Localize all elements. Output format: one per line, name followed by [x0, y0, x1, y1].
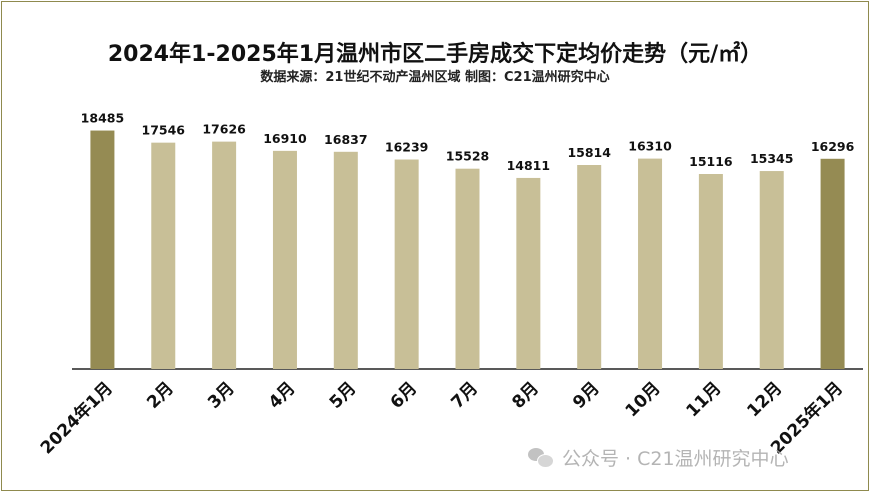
category-label-11: 12月	[743, 378, 786, 421]
bar-4	[333, 151, 358, 369]
chart-title: 2024年1-2025年1月温州市区二手房成交下定均价走势（元/㎡）	[107, 42, 763, 67]
value-label-10: 15116	[689, 154, 733, 169]
value-label-4: 16837	[324, 132, 368, 147]
bar-2	[212, 141, 237, 369]
watermark-text: 公众号 · C21温州研究中心	[562, 448, 789, 470]
bar-1	[151, 142, 176, 369]
category-label-6: 7月	[447, 378, 482, 413]
bar-6	[455, 168, 480, 369]
value-labels-group: 18485 17546 17626 16910 16837 16239 15528 14811…	[81, 111, 855, 173]
bars-group	[90, 130, 845, 369]
value-label-8: 15814	[567, 145, 611, 160]
category-label-4: 5月	[326, 378, 361, 413]
bar-11	[759, 171, 784, 369]
bar-3	[272, 150, 297, 369]
category-label-1: 2月	[143, 378, 178, 413]
value-label-3: 16910	[263, 131, 307, 146]
wechat-icon	[528, 447, 554, 468]
bar-9	[638, 158, 663, 369]
category-label-7: 8月	[508, 378, 543, 413]
bar-5	[394, 159, 419, 369]
category-label-8: 9月	[569, 378, 604, 413]
value-label-11: 15345	[750, 151, 794, 166]
value-label-6: 15528	[446, 149, 490, 164]
bar-7	[516, 177, 541, 369]
value-label-9: 16310	[628, 139, 672, 154]
category-label-0: 2024年1月	[36, 378, 117, 459]
watermark: 公众号 · C21温州研究中心	[528, 444, 789, 471]
chart-subtitle: 数据来源：21世纪不动产温州区域 制图：C21温州研究中心	[260, 70, 610, 85]
category-label-10: 11月	[683, 378, 726, 421]
value-label-1: 17546	[142, 123, 186, 138]
category-label-3: 4月	[265, 378, 300, 413]
value-label-5: 16239	[385, 140, 429, 155]
value-label-2: 17626	[202, 122, 246, 137]
category-label-9: 10月	[622, 378, 665, 421]
category-label-5: 6月	[387, 378, 422, 413]
value-label-12: 16296	[811, 139, 855, 154]
bar-8	[577, 164, 602, 369]
bar-12	[820, 158, 845, 369]
value-label-0: 18485	[81, 111, 125, 126]
category-label-2: 3月	[204, 378, 239, 413]
bar-10	[698, 174, 723, 369]
value-label-7: 14811	[507, 158, 551, 173]
bar-0	[90, 130, 115, 369]
